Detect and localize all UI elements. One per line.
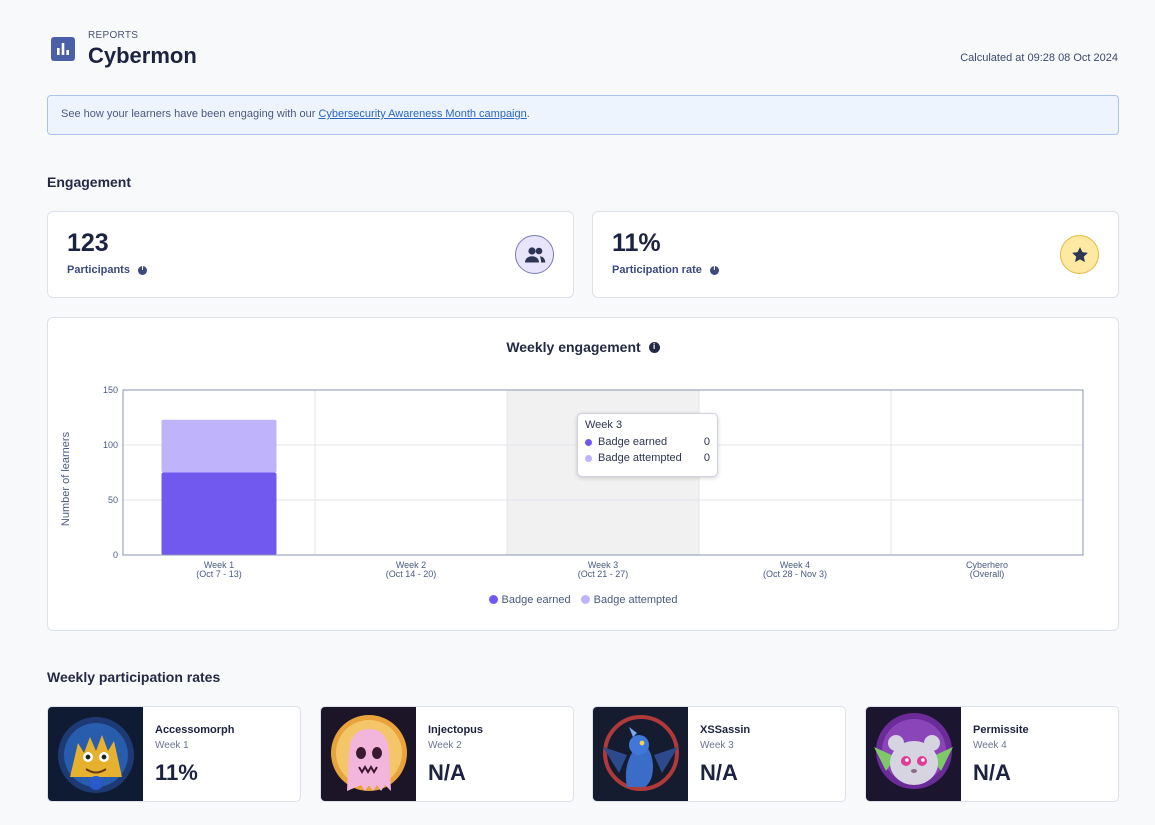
tooltip-title: Week 3 <box>585 419 623 431</box>
chart-tooltip: Week 3 Badge earned 0 Badge attempted 0 <box>577 413 718 477</box>
legend-item-badge-attempted[interactable]: Badge attempted <box>580 594 678 606</box>
badge-rate: N/A <box>700 760 738 785</box>
x-tick-label: Cyberhero <box>966 560 1008 570</box>
legend-dot <box>585 438 592 446</box>
chart-title: Weekly engagement <box>506 339 641 355</box>
star-icon <box>1060 235 1099 274</box>
legend-dot <box>585 454 592 462</box>
legend-label: Badge attempted <box>593 594 678 606</box>
badge-card-injectopus[interactable]: Injectopus Week 2 N/A <box>320 706 574 802</box>
badge-name: Injectopus <box>428 724 484 736</box>
tooltip-row: Badge attempted 0 <box>585 452 710 464</box>
x-tick-label: Week 1 <box>204 560 234 570</box>
participants-label: Participants <box>67 264 130 276</box>
banner-text: See how your learners have been engaging… <box>61 108 319 120</box>
badge-rate: 11% <box>155 760 198 785</box>
y-tick-label: 0 <box>113 550 118 560</box>
x-tick-sublabel: (Oct 28 - Nov 3) <box>763 569 827 579</box>
x-tick-label: Week 2 <box>396 560 426 570</box>
chart-legend: Badge earned Badge attempted <box>48 594 1118 606</box>
permissite-image <box>866 707 961 801</box>
chart-title-row: Weekly engagement <box>48 339 1118 355</box>
legend-label: Badge earned <box>501 594 571 606</box>
calculated-timestamp: Calculated at 09:28 08 Oct 2024 <box>960 52 1118 64</box>
bar-badge-attempted <box>161 419 277 473</box>
x-tick-sublabel: (Oct 14 - 20) <box>386 569 437 579</box>
weekly-engagement-card: Weekly engagement Number of learners 050… <box>47 317 1119 631</box>
badge-week: Week 4 <box>973 740 1007 751</box>
badge-card-xssassin[interactable]: XSSassin Week 3 N/A <box>592 706 846 802</box>
y-tick-label: 100 <box>103 440 118 450</box>
badge-card-accessomorph[interactable]: Accessomorph Week 1 11% <box>47 706 301 802</box>
x-tick-label: Week 3 <box>588 560 618 570</box>
plot-border <box>122 389 1084 556</box>
badge-week: Week 1 <box>155 740 189 751</box>
y-tick-label: 150 <box>103 385 118 395</box>
legend-item-badge-earned[interactable]: Badge earned <box>488 594 571 606</box>
page-title: Cybermon <box>88 43 197 68</box>
participation-rate-card: 11% Participation rate <box>592 211 1119 298</box>
weekly-rates-heading: Weekly participation rates <box>47 669 221 685</box>
bar-badge-earned <box>161 472 277 555</box>
tooltip-value: 0 <box>703 436 710 448</box>
info-icon[interactable] <box>648 341 660 353</box>
participants-label-row: Participants <box>67 264 147 276</box>
people-icon <box>515 235 554 274</box>
info-icon[interactable] <box>137 265 147 275</box>
badge-card-permissite[interactable]: Permissite Week 4 N/A <box>865 706 1119 802</box>
bar-chart-icon <box>51 37 75 61</box>
tooltip-value: 0 <box>703 452 710 464</box>
badge-rate: N/A <box>428 760 466 785</box>
badge-name: Accessomorph <box>155 724 235 736</box>
x-tick-label: Week 4 <box>780 560 810 570</box>
banner-text-end: . <box>526 108 530 120</box>
badge-week: Week 2 <box>428 740 462 751</box>
participation-rate-label-row: Participation rate <box>612 264 719 276</box>
participation-rate-value: 11% <box>612 229 661 257</box>
participants-card: 123 Participants <box>47 211 574 298</box>
campaign-link[interactable]: Cybersecurity Awareness Month campaign <box>318 108 527 120</box>
breadcrumb-reports[interactable]: REPORTS <box>88 30 139 41</box>
badge-name: XSSassin <box>700 724 751 736</box>
info-icon[interactable] <box>709 265 719 275</box>
y-tick-label: 50 <box>108 495 118 505</box>
tooltip-label: Badge attempted <box>598 452 682 464</box>
x-tick-sublabel: (Oct 7 - 13) <box>196 569 242 579</box>
engagement-heading: Engagement <box>47 174 132 190</box>
legend-dot <box>488 595 498 604</box>
participants-value: 123 <box>67 229 109 257</box>
badge-rate: N/A <box>973 760 1011 785</box>
injectopus-image <box>321 707 416 801</box>
x-tick-sublabel: (Overall) <box>970 569 1005 579</box>
accessomorph-image <box>48 707 143 801</box>
participation-rate-label: Participation rate <box>612 264 702 276</box>
legend-dot <box>580 595 590 604</box>
xssassin-image <box>593 707 688 801</box>
badge-week: Week 3 <box>700 740 734 751</box>
tooltip-row: Badge earned 0 <box>585 436 710 448</box>
x-tick-sublabel: (Oct 21 - 27) <box>578 569 629 579</box>
info-banner: See how your learners have been engaging… <box>47 95 1119 135</box>
badge-name: Permissite <box>973 724 1029 736</box>
tooltip-label: Badge earned <box>598 436 668 448</box>
